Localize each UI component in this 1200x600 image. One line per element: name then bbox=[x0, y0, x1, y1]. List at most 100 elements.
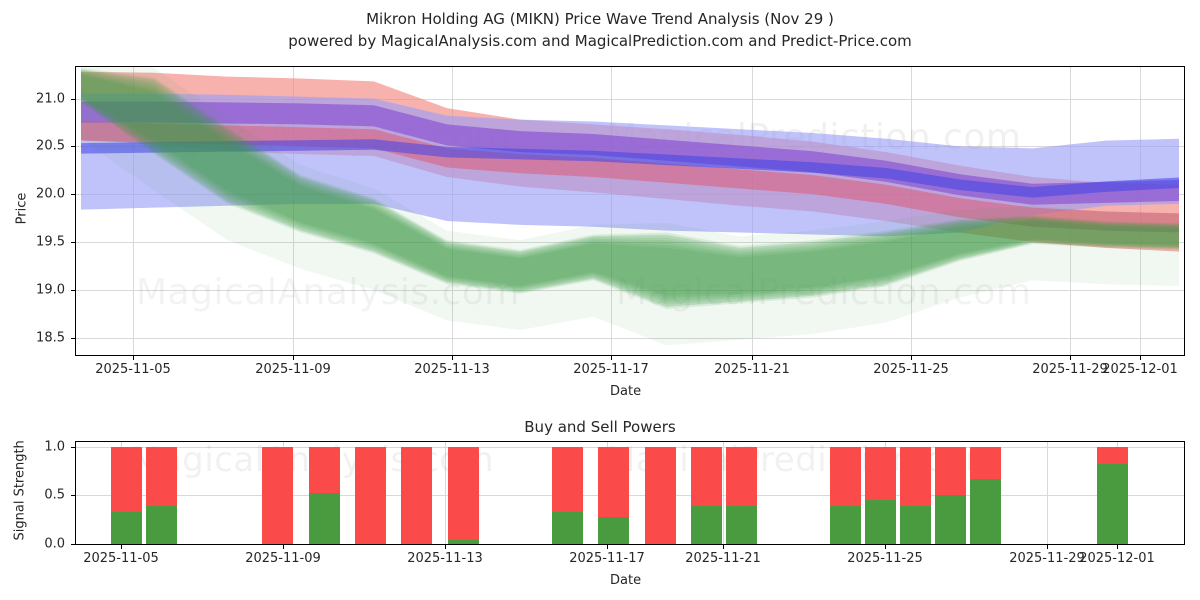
buy-power-bar bbox=[899, 506, 931, 544]
price-chart-plot-area: MagicalAnalysis.comMagicalPrediction.com… bbox=[75, 66, 1185, 356]
y-tick-label: 20.0 bbox=[36, 186, 65, 202]
x-tick-label: 2025-11-25 bbox=[847, 551, 923, 566]
x-tick-mark bbox=[1117, 545, 1118, 549]
sell-power-bar bbox=[934, 446, 966, 496]
signal-chart-plot-area: MagicalAnalysis.comMagicalPrediction.com bbox=[75, 441, 1185, 545]
x-tick-label: 2025-11-29 bbox=[1009, 551, 1085, 566]
x-tick-mark bbox=[121, 545, 122, 549]
sell-power-bar bbox=[145, 446, 177, 507]
buy-power-bar bbox=[864, 500, 896, 544]
y-tick-label: 0.0 bbox=[44, 536, 65, 552]
gridline-vertical bbox=[445, 442, 446, 544]
x-tick-label: 2025-12-01 bbox=[1079, 551, 1155, 566]
green-wave-halo bbox=[81, 67, 1179, 346]
gridline-horizontal bbox=[76, 446, 1184, 448]
buy-power-bar bbox=[597, 516, 629, 544]
y-tick-label: 0.5 bbox=[44, 487, 65, 503]
sell-power-bar bbox=[644, 446, 676, 544]
x-tick-mark bbox=[1140, 356, 1141, 360]
y-tick-label: 20.5 bbox=[36, 138, 65, 154]
price-y-axis-label: Price bbox=[14, 192, 30, 225]
x-tick-mark bbox=[133, 356, 134, 360]
buy-power-bar bbox=[551, 511, 583, 544]
green-wave-subband bbox=[81, 70, 1179, 300]
y-tick-mark bbox=[71, 544, 75, 545]
x-tick-label: 2025-11-21 bbox=[714, 362, 790, 377]
buy-power-bar bbox=[690, 506, 722, 544]
x-tick-mark bbox=[611, 356, 612, 360]
x-tick-label: 2025-11-21 bbox=[685, 551, 761, 566]
x-tick-mark bbox=[723, 545, 724, 549]
sell-power-bar bbox=[400, 446, 432, 544]
y-tick-label: 19.0 bbox=[36, 282, 65, 298]
green-wave-subband bbox=[81, 74, 1179, 310]
gridline-vertical bbox=[293, 67, 294, 355]
x-tick-mark bbox=[1047, 545, 1048, 549]
sell-power-bar bbox=[597, 446, 629, 517]
blue-core-band bbox=[81, 139, 1179, 198]
gridline-vertical bbox=[1047, 442, 1048, 544]
y-tick-label: 19.5 bbox=[36, 234, 65, 250]
x-tick-mark bbox=[283, 545, 284, 549]
x-tick-label: 2025-11-25 bbox=[873, 362, 949, 377]
sell-power-bar bbox=[1096, 446, 1128, 465]
sell-power-bar bbox=[899, 446, 931, 507]
sell-power-bar bbox=[308, 446, 340, 493]
sell-power-bar bbox=[864, 446, 896, 501]
gridline-vertical bbox=[133, 67, 134, 355]
sell-power-bar bbox=[829, 446, 861, 507]
buy-power-bar bbox=[934, 495, 966, 544]
x-tick-mark bbox=[911, 356, 912, 360]
green-wave-subband bbox=[81, 67, 1179, 296]
gridline-horizontal bbox=[76, 544, 1184, 545]
x-tick-mark bbox=[752, 356, 753, 360]
y-tick-mark bbox=[71, 495, 75, 497]
x-tick-mark bbox=[1070, 356, 1071, 360]
y-tick-mark bbox=[71, 446, 75, 448]
sell-power-bar bbox=[354, 446, 386, 544]
sell-power-bar bbox=[110, 446, 142, 512]
green-wave-band bbox=[81, 69, 1179, 308]
x-tick-mark bbox=[885, 545, 886, 549]
pink-core-band bbox=[81, 121, 1179, 233]
sell-power-bar bbox=[725, 446, 757, 507]
chart-title-block: Mikron Holding AG (MIKN) Price Wave Tren… bbox=[0, 8, 1200, 52]
green-wave-subband bbox=[81, 72, 1179, 305]
y-tick-label: 21.0 bbox=[36, 91, 65, 107]
gridline-horizontal bbox=[76, 242, 1184, 244]
buy-power-bar bbox=[829, 506, 861, 544]
signal-x-axis-label: Date bbox=[610, 573, 642, 588]
x-tick-mark bbox=[445, 545, 446, 549]
x-tick-label: 2025-11-29 bbox=[1032, 362, 1108, 377]
signal-chart-title: Buy and Sell Powers bbox=[524, 418, 676, 436]
price-wave-bands bbox=[81, 67, 1179, 346]
sell-power-bar bbox=[447, 446, 479, 541]
x-tick-label: 2025-12-01 bbox=[1102, 362, 1178, 377]
sell-power-bar bbox=[261, 446, 293, 544]
page-subtitle: powered by MagicalAnalysis.com and Magic… bbox=[288, 32, 912, 50]
gridline-horizontal bbox=[76, 98, 1184, 100]
green-wave-subband bbox=[81, 71, 1179, 303]
buy-power-bar bbox=[725, 506, 757, 544]
x-tick-label: 2025-11-17 bbox=[573, 362, 649, 377]
y-tick-mark bbox=[71, 98, 75, 100]
price-x-axis-label: Date bbox=[610, 384, 642, 399]
sell-power-bar bbox=[969, 446, 1001, 479]
green-wave-subband bbox=[81, 73, 1179, 307]
green-wave-subband bbox=[81, 69, 1179, 298]
y-tick-mark bbox=[71, 289, 75, 291]
sell-power-bar bbox=[690, 446, 722, 507]
gridline-horizontal bbox=[76, 289, 1184, 291]
x-tick-label: 2025-11-05 bbox=[83, 551, 159, 566]
x-tick-label: 2025-11-13 bbox=[414, 362, 490, 377]
y-tick-mark bbox=[71, 194, 75, 196]
sell-power-bar bbox=[551, 446, 583, 512]
buy-power-bar bbox=[145, 506, 177, 544]
x-tick-label: 2025-11-09 bbox=[245, 551, 321, 566]
page-title: Mikron Holding AG (MIKN) Price Wave Tren… bbox=[366, 10, 834, 28]
y-tick-label: 18.5 bbox=[36, 330, 65, 346]
x-tick-mark bbox=[452, 356, 453, 360]
x-tick-mark bbox=[607, 545, 608, 549]
gridline-horizontal bbox=[76, 337, 1184, 339]
